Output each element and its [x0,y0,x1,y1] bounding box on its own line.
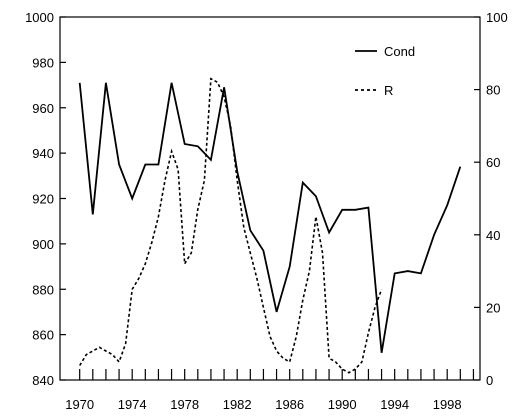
series-r-line [79,77,383,374]
x-tick-label: 1970 [65,397,94,412]
x-tick-label: 1994 [380,397,409,412]
y-left-tick-label: 900 [32,237,54,252]
x-tick-label: 1974 [118,397,147,412]
legend: Cond R [355,44,415,98]
y-right-tick-label: 40 [486,228,500,243]
x-tick-label: 1990 [328,397,357,412]
legend-label-cond: Cond [384,44,415,59]
y-right-tick-label: 60 [486,155,500,170]
y-left-tick-label: 1000 [25,10,54,25]
legend-label-r: R [384,83,393,98]
y-right-tick-label: 80 [486,83,500,98]
x-tick-label: 1986 [275,397,304,412]
y-right-tick-label: 20 [486,300,500,315]
y-right-tick-label: 100 [486,10,508,25]
y-left-tick-label: 960 [32,101,54,116]
plot-area [59,16,481,381]
series-layer [78,77,462,374]
plot-frame [59,16,481,381]
x-tick-label: 1982 [223,397,252,412]
y-right-tick-label: 0 [486,373,493,388]
y-left-tick-label: 880 [32,282,54,297]
y-left-tick-label: 980 [32,55,54,70]
y-axis-left: 840 860 880 900 920 940 960 980 1000 [25,10,66,388]
x-tick-label: 1998 [433,397,462,412]
y-axis-right: 0 20 40 60 80 100 [474,10,508,388]
y-left-tick-label: 920 [32,192,54,207]
x-tick-label: 1978 [170,397,199,412]
y-left-tick-label: 940 [32,146,54,161]
series-cond-line [78,82,462,353]
y-left-tick-label: 860 [32,328,54,343]
y-left-tick-label: 840 [32,373,54,388]
x-axis: 1970 1974 1978 1982 1986 1990 1994 1998 [65,369,475,412]
